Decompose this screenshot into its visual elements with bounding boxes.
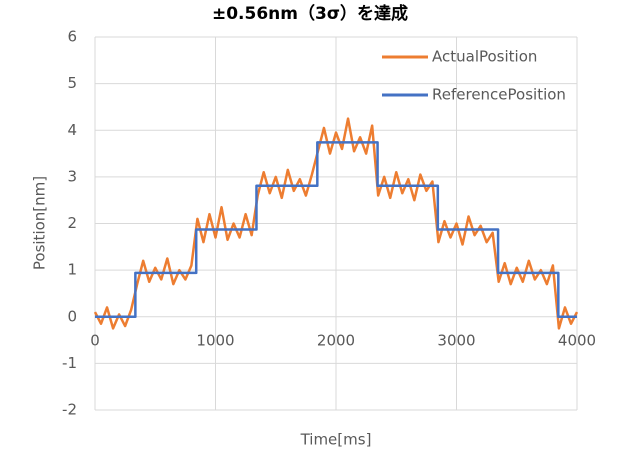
x-axis-label: Time[ms] <box>300 431 372 449</box>
y-tick-label: 4 <box>67 121 77 139</box>
y-axis-label: Position[nm] <box>31 176 49 270</box>
y-tick-label: -1 <box>62 354 77 372</box>
y-tick-label: 1 <box>67 261 77 279</box>
x-tick-label: 3000 <box>437 331 475 349</box>
y-tick-label: 0 <box>67 307 77 325</box>
series-line <box>93 117 579 330</box>
x-tick-label: 2000 <box>317 331 355 349</box>
y-tick-label: 6 <box>67 28 77 46</box>
x-tick-label: 0 <box>90 331 100 349</box>
x-tick-label: 4000 <box>558 331 596 349</box>
series-line <box>95 141 577 318</box>
y-tick-label: -2 <box>62 401 77 419</box>
x-tick-label: 1000 <box>196 331 234 349</box>
y-tick-label: 5 <box>67 74 77 92</box>
legend-label: ReferencePosition <box>432 86 566 104</box>
y-tick-label: 2 <box>67 214 77 232</box>
legend-label: ActualPosition <box>432 48 537 66</box>
chart-title: ±0.56nm（3σ）を達成 <box>212 3 408 24</box>
y-tick-label: 3 <box>67 167 77 185</box>
